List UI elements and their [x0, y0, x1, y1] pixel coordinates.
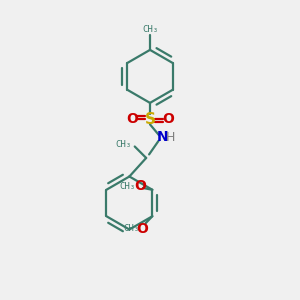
Text: CH₃: CH₃ [116, 140, 132, 149]
Text: O: O [126, 112, 138, 126]
Text: O: O [137, 222, 148, 236]
Text: N: N [157, 130, 168, 144]
Text: CH₃: CH₃ [124, 224, 140, 233]
Text: O: O [162, 112, 174, 126]
Text: CH₃: CH₃ [119, 182, 135, 191]
Text: CH₃: CH₃ [142, 25, 158, 34]
Text: O: O [134, 179, 146, 193]
Text: H: H [166, 131, 175, 144]
Text: S: S [145, 112, 155, 127]
